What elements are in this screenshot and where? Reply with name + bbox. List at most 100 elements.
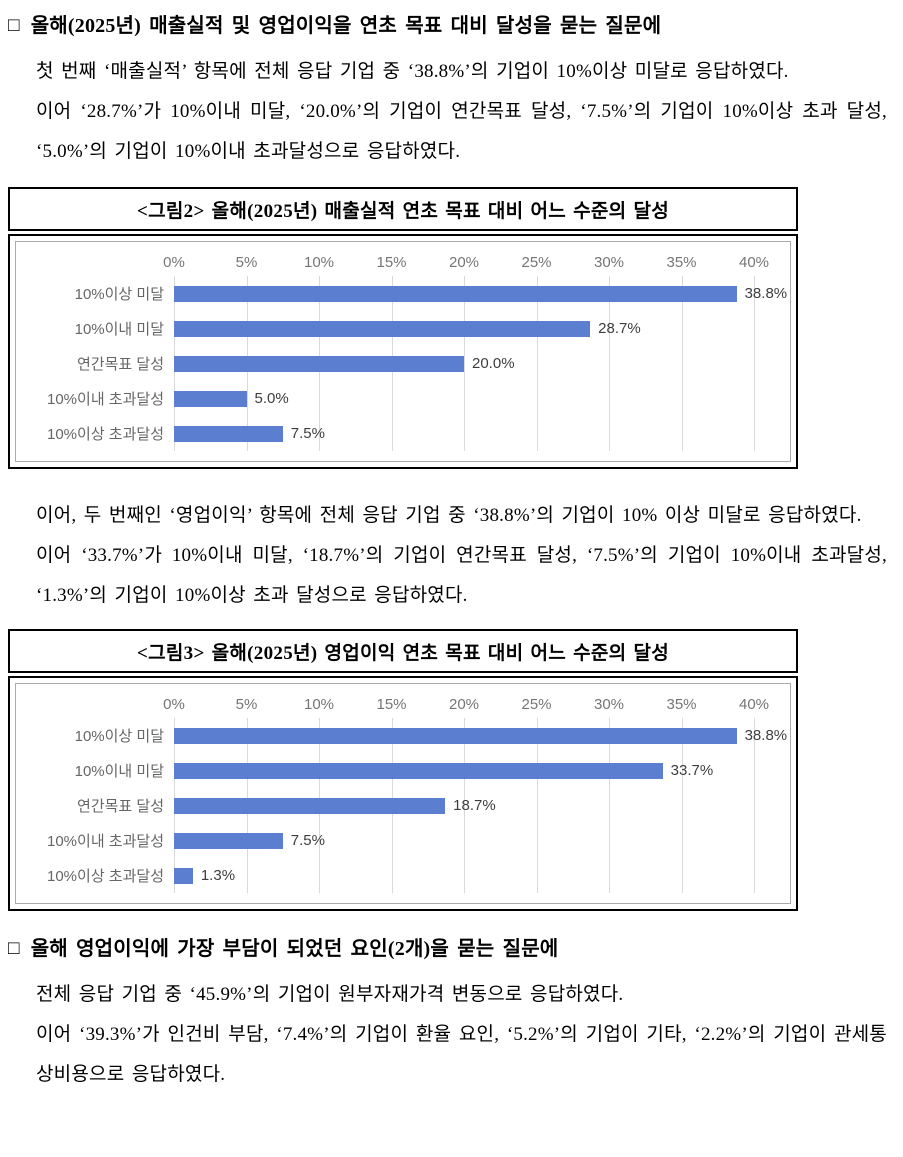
section-1-heading: □ 올해(2025년) 매출실적 및 영업이익을 연초 목표 대비 달성을 묻는… (8, 12, 891, 40)
bar (174, 285, 737, 302)
gridline (609, 276, 610, 451)
bar-row: 10%이내 미달 33.7% (16, 753, 790, 788)
bar-rows: 10%이상 미달 38.8% 10%이내 미달 28.7% 연간목표 달성 20.0% 10… (16, 276, 790, 451)
bar-track: 38.8% (174, 285, 787, 302)
figure-chart2-title: <그림2> 올해(2025년) 매출실적 연초 목표 대비 어느 수준의 달성 (8, 187, 798, 231)
category-label: 10%이상 초과달성 (47, 426, 164, 443)
bar-row: 10%이내 미달 28.7% (16, 311, 790, 346)
figure-chart3: <그림3> 올해(2025년) 영업이익 연초 목표 대비 어느 수준의 달성 … (8, 629, 798, 911)
bar-track: 28.7% (174, 320, 754, 337)
bar-track: 38.8% (174, 727, 787, 744)
section-3-body: 전체 응답 기업 중 ‘45.9%’의 기업이 원부자재가격 변동으로 응답하였… (8, 975, 891, 1095)
axis-tick-label: 20% (448, 696, 480, 713)
category-label: 연간목표 달성 (77, 798, 164, 815)
axis-tick-label: 5% (235, 696, 258, 713)
gridline (536, 718, 538, 893)
square-bullet-icon: □ (8, 938, 20, 959)
axis-tick-label: 0% (163, 696, 185, 713)
value-label: 1.3% (200, 867, 236, 884)
gridline (681, 276, 683, 451)
bar-rows: 10%이상 미달 38.8% 10%이내 미달 33.7% 연간목표 달성 18.7% 10… (16, 718, 790, 893)
axis-tick-label: 30% (593, 696, 625, 713)
value-label: 38.8% (744, 727, 788, 744)
bar-track: 7.5% (174, 832, 754, 849)
bar (174, 797, 446, 814)
bar-chart-operating-profit: 0% 5% 10% 15% 20% 25% 30% 35% 40% 10%이상 미달 38.8% 10… (15, 683, 791, 904)
category-label: 10%이상 초과달성 (47, 868, 164, 885)
bar-row: 10%이상 미달 38.8% (16, 718, 790, 753)
bar-row: 연간목표 달성 20.0% (16, 346, 790, 381)
axis-tick-label: 30% (593, 254, 625, 271)
axis-tick-label: 0% (163, 254, 185, 271)
bar-track: 18.7% (174, 797, 754, 814)
axis-tick-label: 40% (738, 696, 770, 713)
bar-row: 10%이내 초과달성 7.5% (16, 823, 790, 858)
paragraph: 이어 ‘28.7%’가 10%이내 미달, ‘20.0%’의 기업이 연간목표 … (36, 101, 887, 162)
bar-row: 10%이상 미달 38.8% (16, 276, 790, 311)
paragraph: 이어 ‘39.3%’가 인건비 부담, ‘7.4%’의 기업이 환율 요인, ‘… (36, 1024, 887, 1085)
bar-track: 5.0% (174, 390, 754, 407)
section-1-body: 첫 번째 ‘매출실적’ 항목에 전체 응답 기업 중 ‘38.8%’의 기업이 … (8, 52, 891, 172)
axis-tick-label: 15% (376, 254, 407, 271)
category-label: 10%이내 초과달성 (47, 391, 164, 408)
category-label: 10%이상 미달 (74, 286, 164, 303)
category-label: 10%이내 초과달성 (47, 833, 164, 850)
x-axis: 0% 5% 10% 15% 20% 25% 30% 35% 40% (163, 684, 769, 718)
gridline (464, 718, 465, 893)
gridline (464, 276, 465, 451)
figure-chart2-frame: 0% 5% 10% 15% 20% 25% 30% 35% 40% 10%이상 미달 38.8% 10… (8, 234, 798, 469)
value-label: 18.7% (453, 797, 496, 814)
gridline (609, 718, 610, 893)
value-label: 5.0% (254, 390, 289, 407)
axis-tick-label: 35% (666, 254, 697, 271)
axis-tick-label: 25% (521, 696, 552, 713)
figure-chart2: <그림2> 올해(2025년) 매출실적 연초 목표 대비 어느 수준의 달성 … (8, 187, 798, 469)
bar-track: 7.5% (174, 425, 754, 442)
bar-row: 연간목표 달성 18.7% (16, 788, 790, 823)
bar (174, 762, 663, 779)
category-label: 10%이상 미달 (74, 728, 164, 745)
figure-title-text: <그림3> 올해(2025년) 영업이익 연초 목표 대비 어느 수준의 달성 (136, 643, 670, 664)
paragraph: 이어 ‘33.7%’가 10%이내 미달, ‘18.7%’의 기업이 연간목표 … (36, 545, 887, 606)
paragraph: 이어, 두 번째인 ‘영업이익’ 항목에 전체 응답 기업 중 ‘38.8%’의… (36, 505, 862, 526)
gridline (754, 276, 755, 451)
bar (174, 425, 283, 442)
section-3-heading-text: 올해 영업이익에 가장 부담이 되었던 요인(2개)을 묻는 질문에 (30, 938, 559, 960)
x-axis: 0% 5% 10% 15% 20% 25% 30% 35% 40% (163, 242, 769, 276)
value-label: 33.7% (670, 762, 714, 779)
bar-track: 1.3% (174, 867, 754, 884)
bar (174, 727, 737, 744)
category-label: 연간목표 달성 (77, 356, 164, 373)
gridline (681, 718, 683, 893)
bar (174, 832, 283, 849)
bar-chart-sales: 0% 5% 10% 15% 20% 25% 30% 35% 40% 10%이상 미달 38.8% 10… (15, 241, 791, 462)
figure-title-text: <그림2> 올해(2025년) 매출실적 연초 목표 대비 어느 수준의 달성 (136, 201, 670, 222)
category-label: 10%이내 미달 (74, 763, 164, 780)
axis-tick-label: 15% (376, 696, 407, 713)
bar (174, 390, 247, 407)
gridline (754, 718, 755, 893)
bar-row: 10%이상 초과달성 7.5% (16, 416, 790, 451)
bar-track: 20.0% (174, 355, 754, 372)
axis-tick-label: 10% (303, 696, 335, 713)
bar-track: 33.7% (174, 762, 754, 779)
value-label: 28.7% (598, 320, 641, 337)
section-2-body: 이어, 두 번째인 ‘영업이익’ 항목에 전체 응답 기업 중 ‘38.8%’의… (8, 496, 891, 616)
square-bullet-icon: □ (8, 15, 20, 36)
gridline (536, 276, 538, 451)
axis-tick-label: 20% (448, 254, 480, 271)
bar-row: 10%이상 초과달성 1.3% (16, 858, 790, 893)
figure-chart3-title: <그림3> 올해(2025년) 영업이익 연초 목표 대비 어느 수준의 달성 (8, 629, 798, 673)
figure-chart3-frame: 0% 5% 10% 15% 20% 25% 30% 35% 40% 10%이상 미달 38.8% 10… (8, 676, 798, 911)
axis-tick-label: 10% (303, 254, 335, 271)
axis-tick-label: 25% (521, 254, 552, 271)
axis-tick-label: 5% (235, 254, 258, 271)
value-label: 7.5% (290, 425, 325, 442)
value-label: 20.0% (472, 355, 515, 372)
paragraph: 첫 번째 ‘매출실적’ 항목에 전체 응답 기업 중 ‘38.8%’의 기업이 … (36, 61, 789, 82)
value-label: 7.5% (290, 832, 325, 849)
bar (174, 320, 591, 337)
bar (174, 867, 193, 884)
axis-tick-label: 40% (738, 254, 770, 271)
